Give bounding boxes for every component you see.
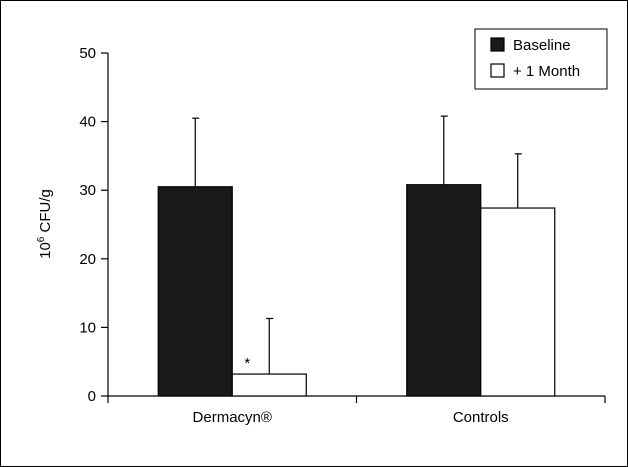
y-tick-label: 40 xyxy=(79,114,96,131)
bar-baseline xyxy=(406,184,482,397)
legend-label: + 1 Month xyxy=(513,63,580,80)
y-tick-label: 30 xyxy=(79,182,96,199)
bar-baseline xyxy=(157,186,233,397)
y-tick-label: 0 xyxy=(88,388,96,405)
bar-one-month xyxy=(231,373,307,397)
y-tick-label: 10 xyxy=(79,319,96,336)
y-axis-label-unit: CFU/g xyxy=(37,189,54,237)
x-tick-label: Dermacyn® xyxy=(193,409,272,426)
legend-swatch xyxy=(490,37,505,52)
legend-swatch xyxy=(490,63,505,78)
significance-annotation: * xyxy=(244,355,250,372)
x-tick-label: Controls xyxy=(453,409,509,426)
y-axis-label: 106 CFU/g xyxy=(36,189,54,259)
bars xyxy=(157,184,556,397)
x-axis: Dermacyn® Controls xyxy=(107,395,606,426)
y-tick-label: 50 xyxy=(79,45,96,62)
y-axis-label-base: 10 xyxy=(37,242,54,259)
bar-one-month xyxy=(480,207,556,397)
error-bars xyxy=(192,115,522,375)
y-axis: 0 10 20 30 40 50 xyxy=(79,45,109,405)
legend: Baseline + 1 Month xyxy=(474,28,608,90)
legend-label: Baseline xyxy=(513,37,571,54)
y-tick-label: 20 xyxy=(79,251,96,268)
y-axis-label-superscript: 6 xyxy=(36,236,47,242)
